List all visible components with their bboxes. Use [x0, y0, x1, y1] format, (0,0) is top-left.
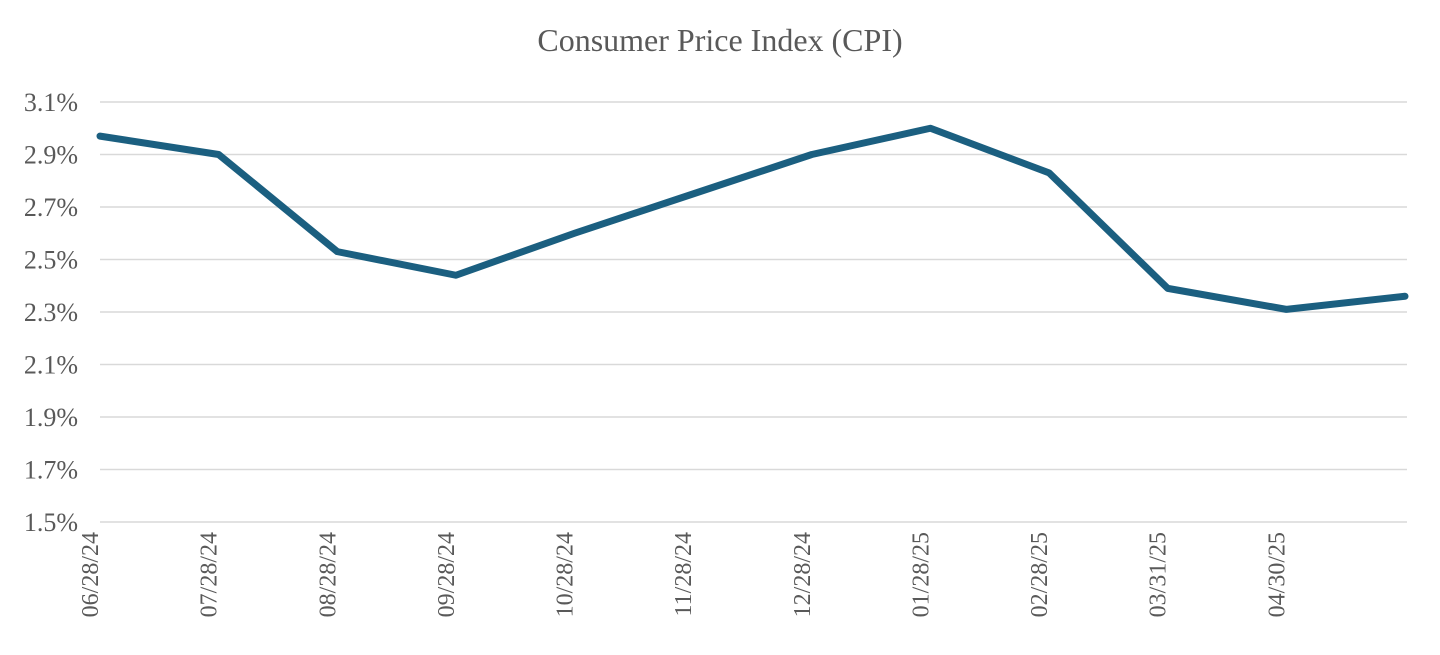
series-line-cpi — [96, 124, 1409, 313]
y-tick-label: 1.7% — [24, 456, 78, 485]
x-tick-label: 06/28/24 — [78, 532, 104, 617]
chart-title: Consumer Price Index (CPI) — [537, 22, 903, 58]
y-tick-label: 1.5% — [24, 508, 78, 537]
gridlines — [100, 101, 1407, 523]
x-tick-label: 08/28/24 — [315, 532, 341, 617]
x-tick-label: 10/28/24 — [553, 532, 579, 617]
x-tick-label: 07/28/24 — [197, 532, 223, 617]
x-tick-label: 04/30/25 — [1264, 532, 1290, 617]
x-tick-label: 03/31/25 — [1146, 532, 1172, 617]
y-tick-label: 2.1% — [24, 351, 78, 380]
y-tick-label: 3.1% — [24, 88, 78, 117]
y-tick-label: 2.7% — [24, 193, 78, 222]
y-tick-label: 2.5% — [24, 246, 78, 275]
x-tick-label: 01/28/25 — [908, 532, 934, 617]
x-tick-label: 02/28/25 — [1027, 532, 1053, 617]
x-tick-label: 12/28/24 — [790, 532, 816, 617]
y-axis-tick-labels: 1.5% 1.7% 1.9% 2.1% 2.3% 2.5% 2.7% 2.9% 3.1% — [24, 88, 78, 537]
x-tick-label: 11/28/24 — [671, 532, 697, 616]
series-layer — [96, 124, 1409, 313]
y-tick-label: 2.3% — [24, 298, 78, 327]
x-axis-tick-labels: 06/28/24 07/28/24 08/28/24 09/28/24 10/28/24… — [78, 532, 1290, 617]
y-tick-label: 2.9% — [24, 141, 78, 170]
y-tick-label: 1.9% — [24, 403, 78, 432]
x-tick-label: 09/28/24 — [434, 532, 460, 617]
